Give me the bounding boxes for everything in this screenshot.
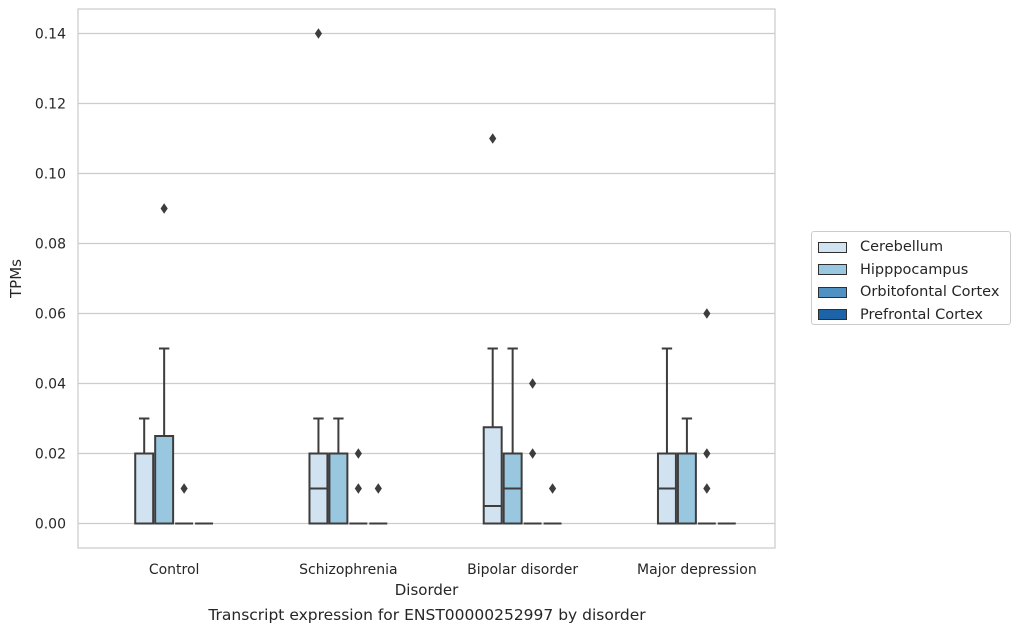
outlier-point: [489, 133, 497, 144]
legend-swatch: [818, 264, 847, 276]
outlier-point: [160, 203, 168, 214]
outlier-point: [703, 308, 711, 319]
legend-label: Prefrontal Cortex: [860, 306, 983, 323]
box-orbitofontal-cortex-control: [175, 483, 194, 525]
y-axis-label: TPMs: [7, 259, 25, 299]
box-hipppocampus-control: [154, 203, 175, 525]
x-tick-label: Bipolar disorder: [467, 562, 578, 578]
x-tick-label: Major depression: [637, 562, 757, 578]
outlier-point: [314, 28, 323, 39]
legend-swatch: [818, 286, 847, 298]
y-tick-label: 0.12: [35, 97, 66, 113]
legend-item: Prefrontal Cortex: [818, 304, 1010, 327]
legend-item: Hipppocampus: [818, 259, 1010, 282]
box-cerebellum-major-depression: [656, 347, 677, 525]
box-iqr: [328, 452, 349, 525]
plot-area-frame: [77, 8, 776, 549]
box-iqr: [154, 435, 175, 525]
box-prefrontal-cortex-bipolar-disorder: [543, 483, 562, 525]
x-axis-label: Disorder: [395, 581, 459, 599]
outlier-point: [703, 483, 711, 494]
gridlines: [78, 32, 775, 525]
box-orbitofontal-cortex-bipolar-disorder: [523, 378, 542, 525]
y-tick-label: 0.10: [35, 167, 66, 183]
box-iqr: [134, 452, 155, 525]
box-hipppocampus-major-depression: [676, 417, 697, 525]
legend-item: Cerebellum: [818, 236, 1010, 259]
x-axis-ticks: Control Schizophrenia Bipolar disorder Majo…: [149, 562, 757, 578]
box-hipppocampus-bipolar-disorder: [502, 347, 523, 525]
legend-label: Hipppocampus: [860, 261, 969, 278]
y-tick-label: 0.06: [35, 307, 66, 323]
outlier-point: [374, 483, 382, 494]
box-cerebellum-bipolar-disorder: [482, 133, 503, 525]
outlier-point: [180, 483, 188, 494]
legend-swatch: [818, 309, 847, 321]
legend: Cerebellum Hipppocampus Orbitofontal Corte…: [811, 231, 1011, 325]
box-orbitofontal-cortex-major-depression: [697, 308, 716, 525]
box-orbitofontal-cortex-schizophrenia: [349, 448, 368, 525]
legend-item: Orbitofontal Cortex: [818, 281, 1010, 304]
outlier-point: [529, 378, 537, 389]
x-tick-label: Schizophrenia: [299, 562, 397, 578]
box-iqr: [482, 426, 503, 525]
legend-swatch: [818, 241, 847, 253]
outlier-point: [529, 448, 537, 459]
y-axis-ticks: 0.00 0.02 0.04 0.06 0.08 0.10 0.12 0.14: [35, 27, 66, 533]
box-cerebellum-control: [134, 417, 155, 525]
box-cerebellum-schizophrenia: [308, 28, 329, 525]
y-tick-label: 0.02: [35, 447, 66, 463]
legend-label: Cerebellum: [860, 239, 944, 256]
legend-label: Orbitofontal Cortex: [860, 284, 1000, 301]
y-tick-label: 0.00: [35, 517, 66, 533]
y-tick-label: 0.04: [35, 377, 66, 393]
figure-caption: Transcript expression for ENST0000025299…: [208, 606, 646, 624]
box-series: [134, 28, 736, 525]
y-tick-label: 0.08: [35, 237, 66, 253]
box-hipppocampus-schizophrenia: [328, 417, 349, 525]
box-prefrontal-cortex-schizophrenia: [369, 483, 388, 525]
outlier-point: [354, 448, 362, 459]
box-iqr: [676, 452, 697, 525]
outlier-point: [703, 448, 711, 459]
x-tick-label: Control: [149, 562, 200, 578]
y-tick-label: 0.14: [35, 27, 66, 43]
outlier-point: [354, 483, 362, 494]
outlier-point: [548, 483, 557, 494]
